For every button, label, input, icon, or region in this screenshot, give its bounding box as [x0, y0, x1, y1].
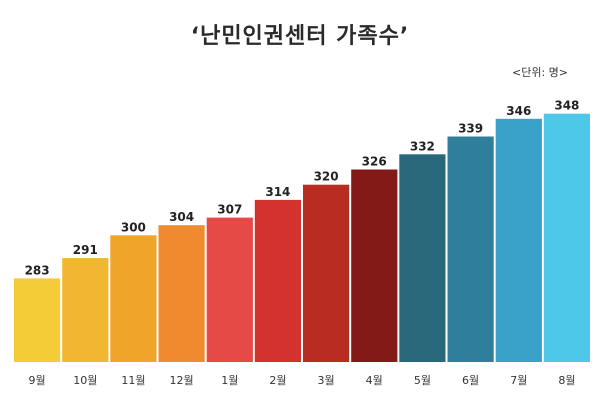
bar-5 — [206, 217, 253, 362]
x-tick-label: 8월 — [558, 374, 575, 387]
bar-2 — [62, 258, 109, 362]
bar-value-label: 314 — [265, 185, 290, 199]
bar-10 — [447, 136, 494, 362]
bar-value-label: 339 — [458, 122, 483, 136]
x-tick-label: 5월 — [414, 374, 431, 387]
x-tick-label: 6월 — [462, 374, 479, 387]
x-tick-label: 11월 — [121, 374, 145, 387]
x-tick-label: 3월 — [318, 374, 335, 387]
bar-1 — [14, 278, 61, 362]
bar-12 — [543, 113, 590, 362]
x-tick-label: 2월 — [269, 374, 286, 387]
bar-9 — [399, 154, 446, 362]
x-tick-label: 4월 — [366, 374, 383, 387]
x-tick-label: 1월 — [221, 374, 238, 387]
x-tick-label: 12월 — [170, 374, 194, 387]
bar-3 — [110, 235, 157, 362]
bar-value-label: 304 — [169, 210, 194, 224]
bar-value-label: 300 — [121, 220, 146, 234]
bar-4 — [158, 225, 205, 362]
bar-value-label: 291 — [73, 243, 98, 257]
bar-8 — [351, 169, 398, 362]
bar-6 — [254, 199, 301, 362]
bar-value-label: 326 — [362, 155, 387, 169]
x-tick-label: 9월 — [29, 374, 46, 387]
bar-value-label: 283 — [25, 263, 50, 277]
bar-11 — [495, 118, 542, 362]
x-tick-label: 7월 — [510, 374, 527, 387]
chart-title: ‘난민인권센터 가족수’ — [190, 24, 410, 49]
bar-value-label: 332 — [410, 139, 435, 153]
bar-7 — [303, 184, 350, 362]
bar-value-label: 348 — [554, 99, 579, 113]
bar-value-label: 346 — [506, 104, 531, 118]
unit-note: <단위: 명> — [512, 66, 568, 79]
bar-value-label: 307 — [217, 203, 242, 217]
x-tick-label: 10월 — [73, 374, 97, 387]
bar-value-label: 320 — [314, 170, 339, 184]
